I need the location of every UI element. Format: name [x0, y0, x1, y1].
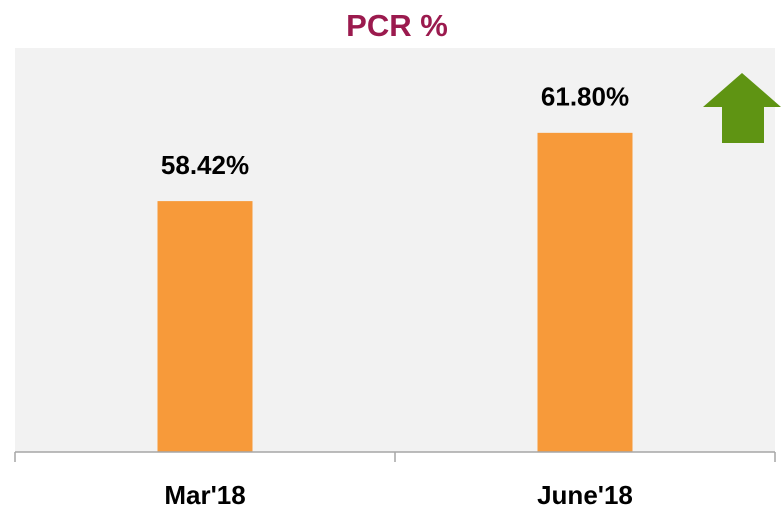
bar — [537, 132, 633, 452]
bar — [157, 201, 253, 452]
x-axis — [14, 451, 776, 462]
up-arrow — [703, 73, 781, 143]
data-label: 61.80% — [541, 82, 629, 112]
x-tick-label: Mar'18 — [164, 480, 245, 510]
x-tick-label: June'18 — [537, 480, 633, 510]
chart-title: PCR % — [346, 8, 448, 43]
plot-area — [15, 48, 775, 452]
data-label: 58.42% — [161, 150, 249, 180]
